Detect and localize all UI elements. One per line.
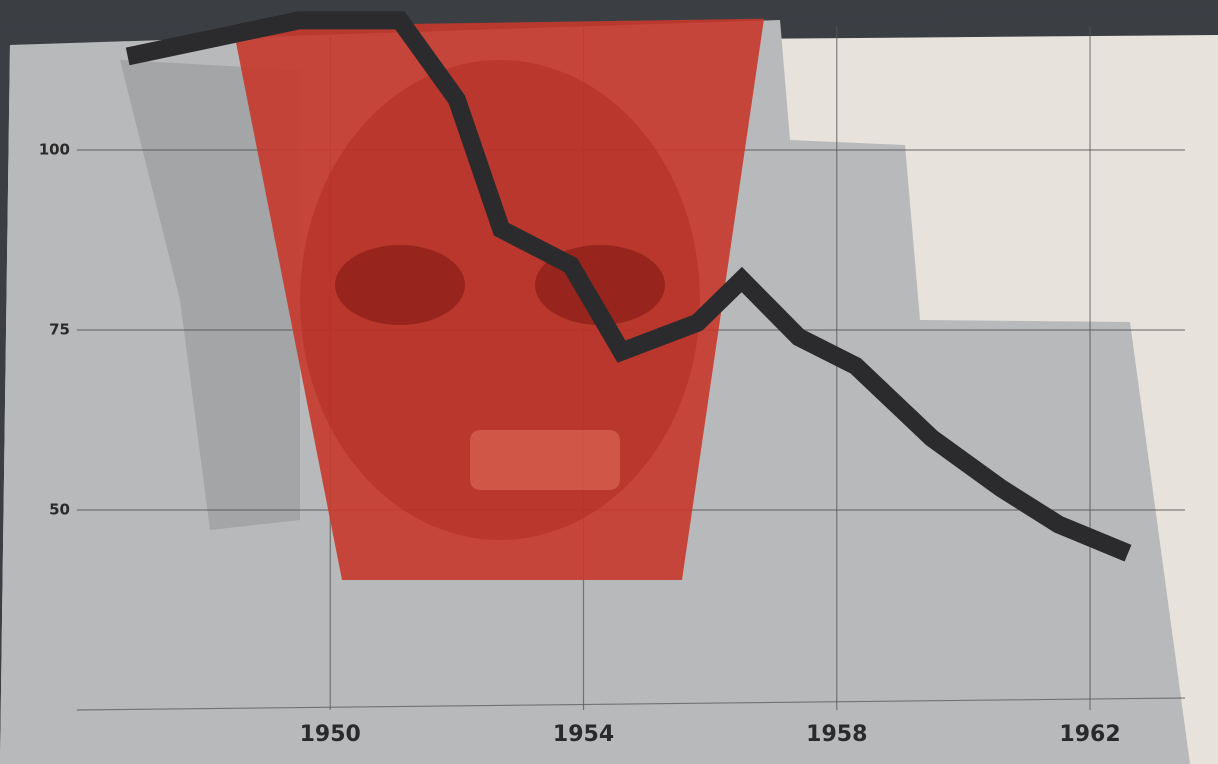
x-tick-label: 1954 [553,722,614,747]
x-tick-label: 1958 [806,722,867,747]
y-tick-label: 50 [49,501,70,519]
y-tick-label: 100 [39,141,70,159]
skull-teeth [470,430,620,490]
skull [300,60,700,540]
shadow [120,60,300,530]
y-tick-label: 75 [49,321,70,339]
skull-eye [335,245,465,325]
x-tick-label: 1962 [1059,722,1120,747]
x-tick-label: 1950 [300,722,361,747]
data-line [125,11,1132,562]
x-axis [76,697,1186,711]
